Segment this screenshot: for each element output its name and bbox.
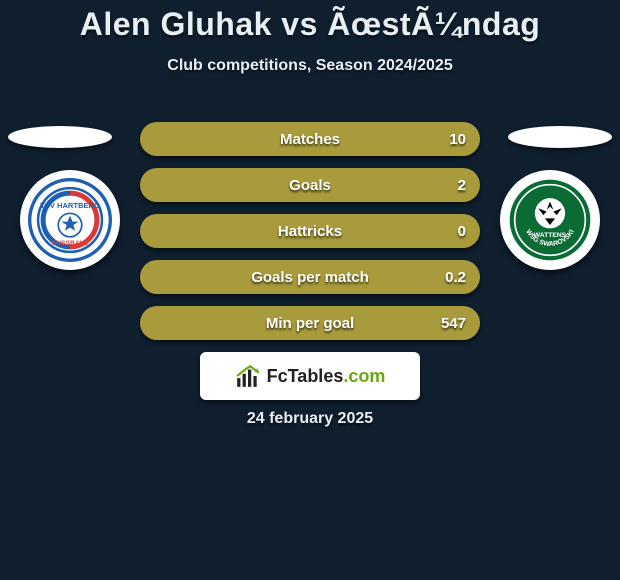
- left-team-logo: TSV HARTBERG FUSSBALL: [20, 170, 120, 270]
- stat-bar: Min per goal547: [140, 306, 480, 340]
- brand-box: FcTables.com: [200, 352, 420, 400]
- infographic-date: 24 february 2025: [0, 410, 620, 428]
- stat-bar-right-fill: [140, 168, 480, 202]
- tsv-hartberg-logo-icon: TSV HARTBERG FUSSBALL: [28, 178, 112, 262]
- chart-growth-icon: [235, 363, 261, 389]
- svg-text:TSV HARTBERG: TSV HARTBERG: [40, 201, 100, 210]
- stat-bar-right-fill: [310, 214, 480, 248]
- stat-bar: Hattricks0: [140, 214, 480, 248]
- brand-name-suffix: .com: [343, 366, 385, 386]
- stat-bar-right-fill: [140, 306, 480, 340]
- stat-bar: Matches10: [140, 122, 480, 156]
- comparison-subtitle: Club competitions, Season 2024/2025: [0, 57, 620, 75]
- right-team-logo: WATTENS WSG SWAROVSKI: [500, 170, 600, 270]
- infographic-canvas: Alen Gluhak vs ÃœstÃ¼ndag Club competiti…: [0, 0, 620, 580]
- brand-name-main: FcTables: [267, 366, 344, 386]
- stat-bar-left-fill: [140, 214, 310, 248]
- left-shadow-ellipse: [8, 126, 112, 148]
- stat-bar: Goals2: [140, 168, 480, 202]
- stat-bars: Matches10 Goals2 Hattricks0 Goals per match…: [140, 122, 480, 352]
- wsg-wattens-logo-icon: WATTENS WSG SWAROVSKI: [508, 178, 592, 262]
- right-shadow-ellipse: [508, 126, 612, 148]
- stat-bar: Goals per match0.2: [140, 260, 480, 294]
- stat-bar-right-fill: [140, 260, 480, 294]
- comparison-title: Alen Gluhak vs ÃœstÃ¼ndag: [0, 0, 620, 43]
- svg-text:FUSSBALL: FUSSBALL: [52, 240, 88, 247]
- stat-bar-right-fill: [140, 122, 480, 156]
- brand-name: FcTables.com: [267, 366, 386, 387]
